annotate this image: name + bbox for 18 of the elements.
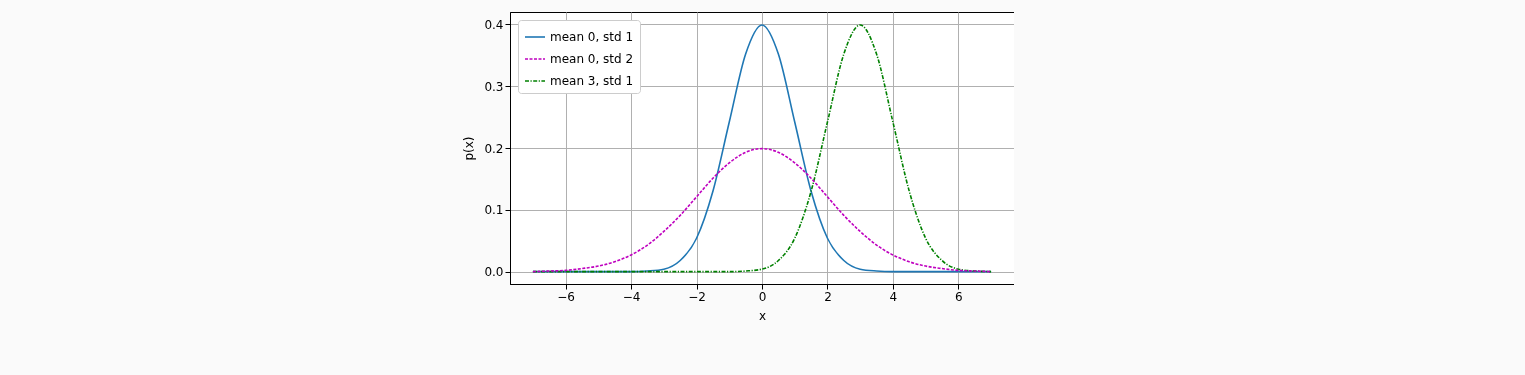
y-tick-label: 0.4	[484, 17, 504, 32]
y-tick-label: 0.3	[484, 79, 504, 94]
y-tick-label: 0.0	[484, 265, 504, 280]
x-tick-label: −4	[622, 289, 641, 304]
x-tick-label: −2	[688, 289, 706, 304]
x-tick-label: 6	[955, 289, 963, 304]
legend-label: mean 0, std 1	[550, 30, 634, 44]
x-tick-label: −6	[557, 289, 575, 304]
x-tick-label: 0	[758, 289, 767, 304]
x-tick-label: 4	[889, 289, 898, 304]
x-axis-title: x	[758, 308, 767, 323]
y-tick-label: 0.1	[484, 203, 504, 218]
legend-label: mean 0, std 2	[550, 52, 634, 66]
y-axis-title: p(x)	[462, 136, 477, 161]
legend-label: mean 3, std 1	[550, 74, 634, 88]
y-tick-label: 0.2	[484, 141, 504, 156]
line-series	[532, 147, 992, 273]
x-tick-label: 2	[824, 289, 832, 304]
